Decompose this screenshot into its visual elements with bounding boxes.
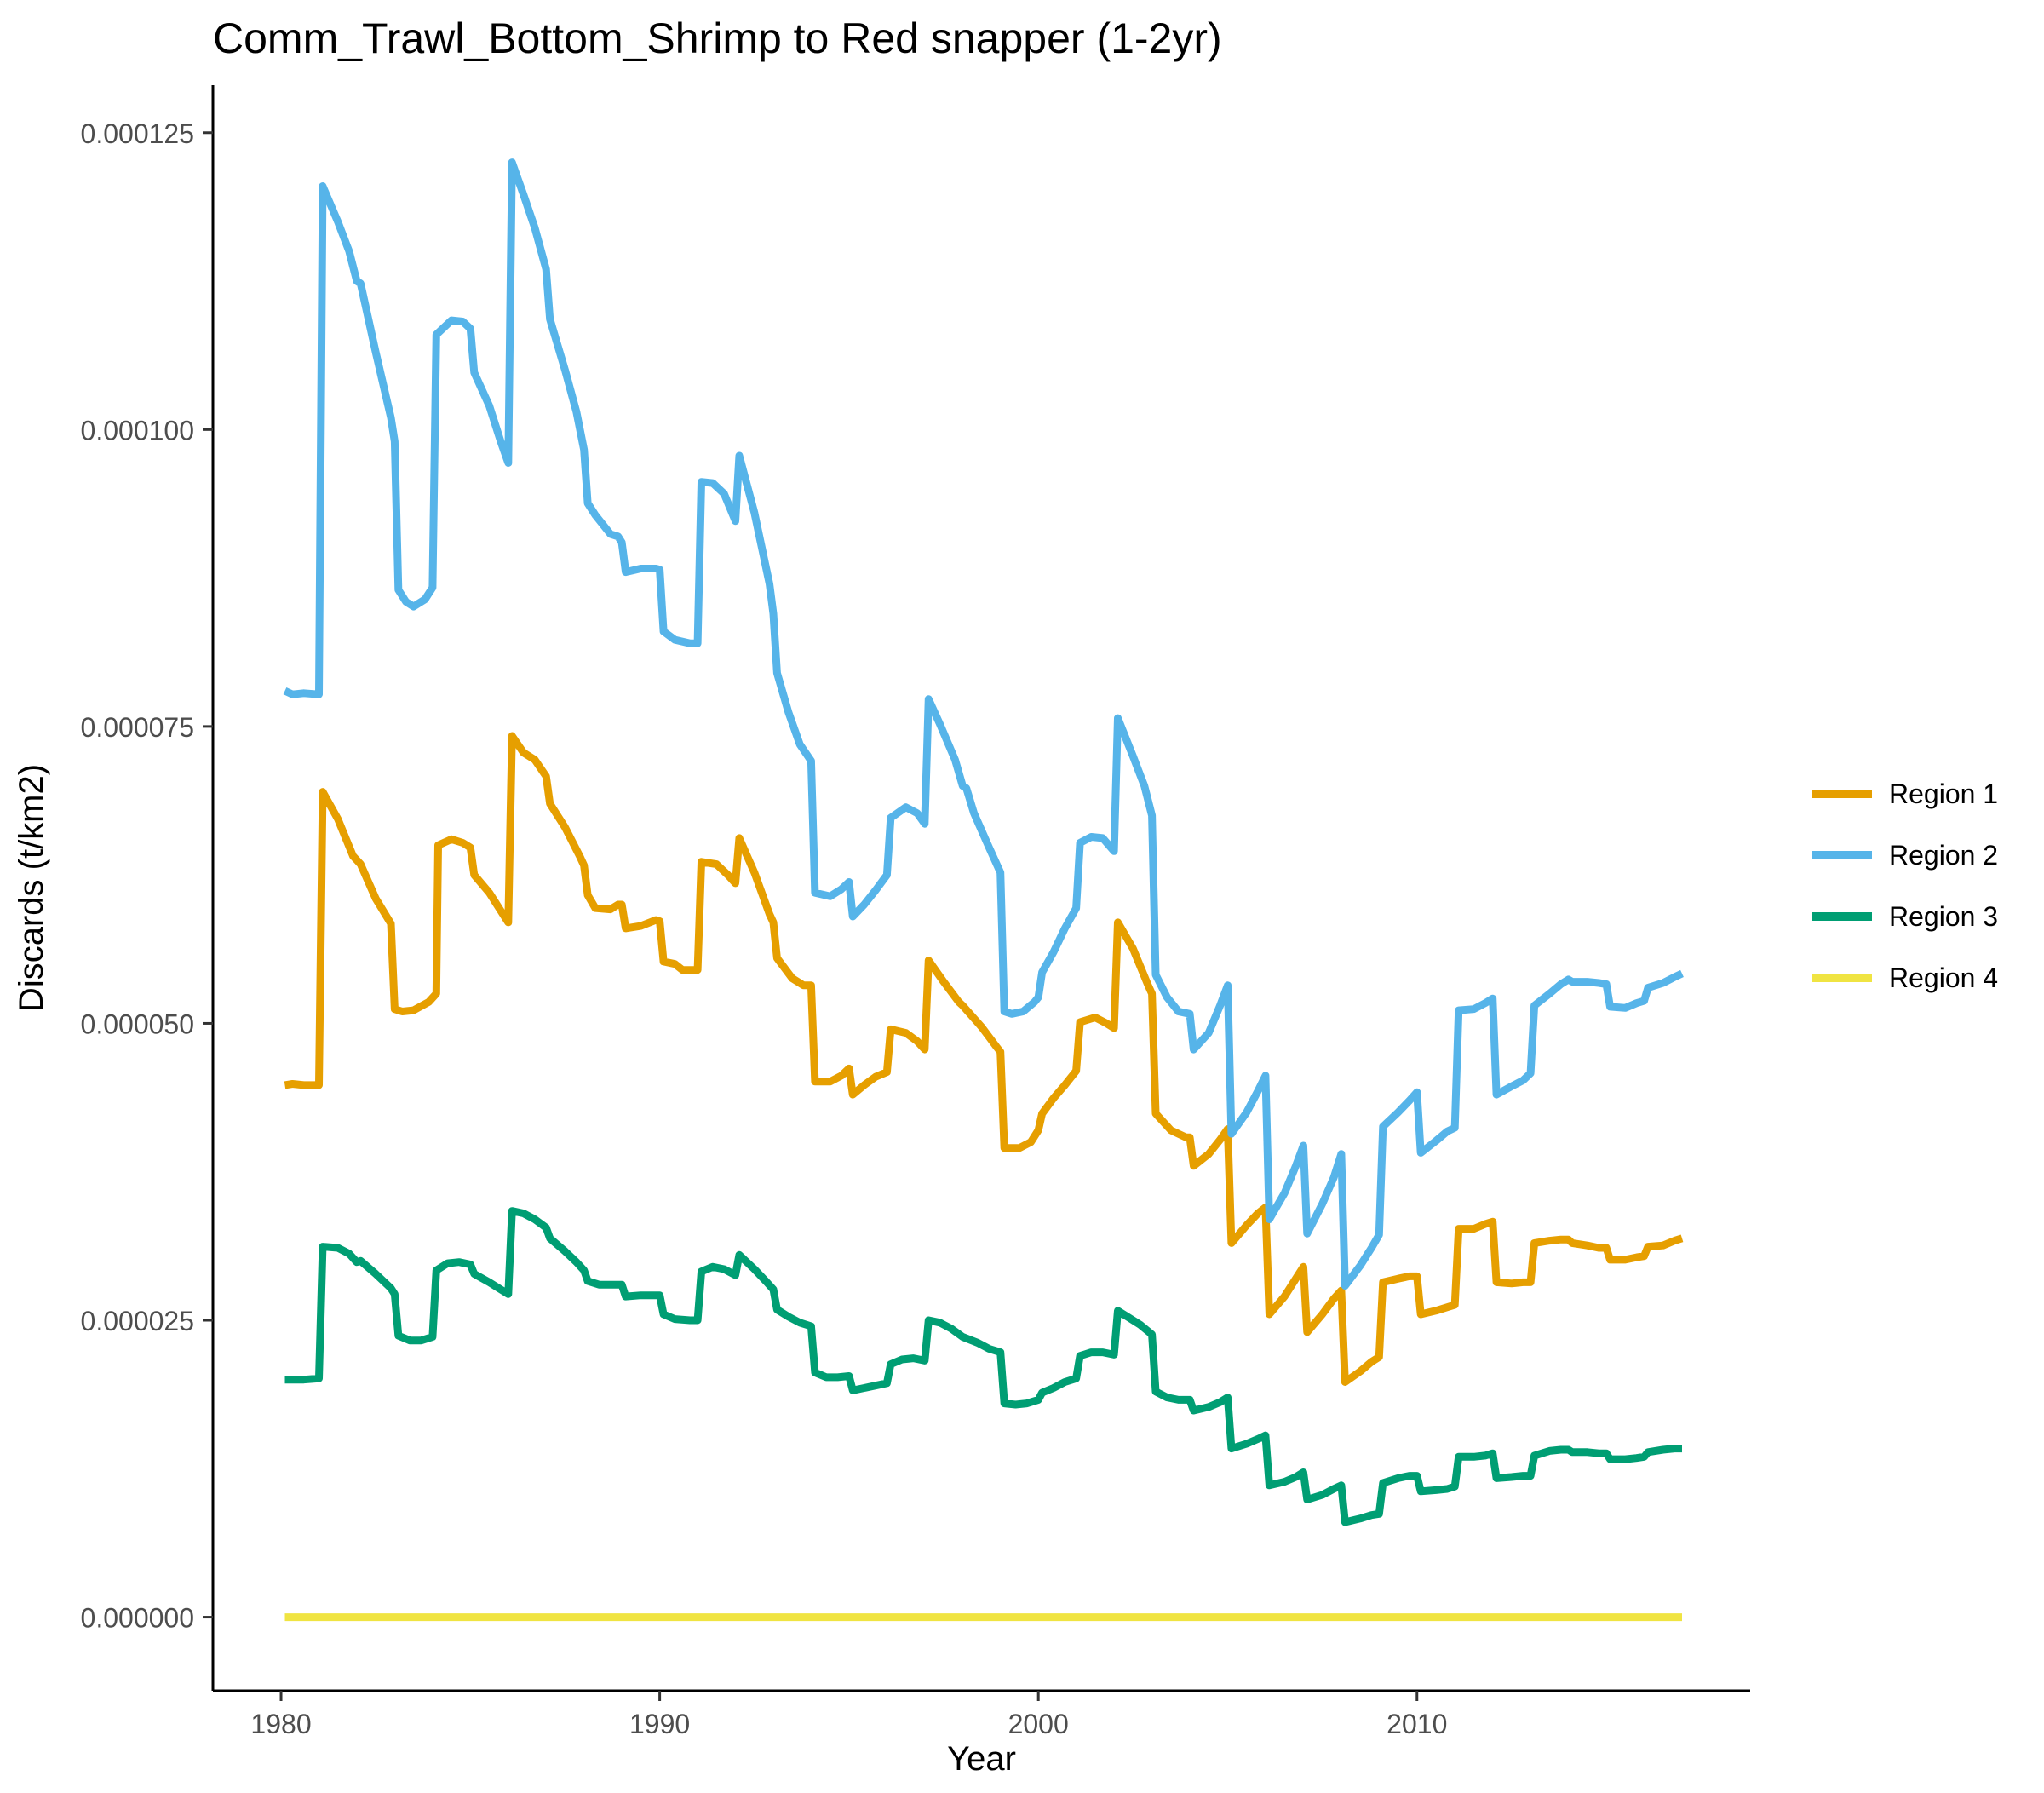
x-axis-title: Year <box>947 1740 1016 1778</box>
y-tick-label: 0.000100 <box>81 415 194 445</box>
legend-label-1: Region 1 <box>1889 779 1998 809</box>
plot-area <box>283 158 1684 1622</box>
series-line-2 <box>283 158 1684 1290</box>
axes <box>211 85 1750 1692</box>
series-line-3 <box>284 1207 1682 1526</box>
y-tick-label: 0.000125 <box>81 118 194 149</box>
chart-title: Comm_Trawl_Bottom_Shrimp to Red snapper … <box>213 14 1222 62</box>
y-axis-title: Discards (t/km2) <box>13 764 50 1012</box>
y-tick-label: 0.000050 <box>81 1009 194 1039</box>
x-tick-label: 1980 <box>250 1709 311 1739</box>
x-tick-label: 2010 <box>1387 1709 1447 1739</box>
x-tick-label: 1990 <box>629 1709 690 1739</box>
legend-label-3: Region 3 <box>1889 901 1998 932</box>
axis-ticks: 0.000000 0.000025 0.000050 0.000075 0.000100… <box>81 118 1448 1739</box>
legend-label-4: Region 4 <box>1889 963 1998 993</box>
legend: Region 1 Region 2 Region 3 Region 4 <box>1812 779 1998 993</box>
x-tick-label: 2000 <box>1008 1709 1069 1739</box>
y-tick-label: 0.000025 <box>81 1306 194 1336</box>
y-tick-label: 0.000000 <box>81 1603 194 1634</box>
y-tick-label: 0.000075 <box>81 712 194 743</box>
series-line-1 <box>284 732 1684 1386</box>
legend-label-2: Region 2 <box>1889 840 1998 871</box>
